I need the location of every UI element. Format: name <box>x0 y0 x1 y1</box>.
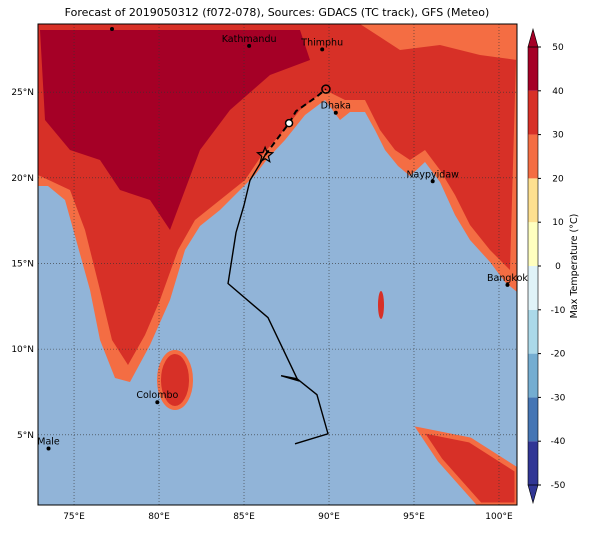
map-area <box>38 24 517 505</box>
city-label: Thimphu <box>300 37 343 48</box>
land-hottest <box>40 30 310 230</box>
colorbar-tick-label: 0 <box>555 262 561 272</box>
colorbar-band <box>528 353 538 398</box>
lon-tick-label: 75°E <box>63 512 85 522</box>
malay-peninsula <box>414 426 517 505</box>
lon-tick-label: 85°E <box>233 512 255 522</box>
city-label: Bangkok <box>487 273 528 284</box>
lat-tick-label: 5°N <box>17 431 34 441</box>
city-label: Colombo <box>136 390 178 401</box>
city-dot <box>155 400 160 405</box>
lon-tick-label: 90°E <box>318 512 340 522</box>
colorbar-tick-label: -30 <box>551 393 566 403</box>
city-dot <box>505 282 510 287</box>
colorbar-tick-label: -10 <box>551 306 566 316</box>
lat-tick-label: 25°N <box>11 88 34 98</box>
colorbar-tick-label: 50 <box>552 43 564 53</box>
lat-tick-label: 20°N <box>11 174 34 184</box>
colorbar-band <box>528 266 538 310</box>
colorbar-band <box>528 90 538 135</box>
title: Forecast of 2019050312 (f072-078), Sourc… <box>65 6 490 19</box>
lon-tick-label: 95°E <box>403 512 425 522</box>
sri-lanka <box>157 350 193 410</box>
colorbar-tick-label: -40 <box>551 437 566 447</box>
colorbar-tick-label: 30 <box>552 131 564 141</box>
colorbar-tick-label: -20 <box>551 350 566 360</box>
city-dot <box>333 110 338 115</box>
andaman-islands <box>378 291 384 319</box>
colorbar-extend-high <box>527 27 539 48</box>
forecast-point <box>321 84 331 94</box>
city-label: Male <box>37 436 60 447</box>
map-frame <box>37 23 518 506</box>
lon-tick-label: 100°E <box>485 512 513 522</box>
colorbar-band <box>528 441 538 485</box>
city-dot <box>110 27 114 31</box>
city-dot <box>430 179 435 184</box>
city-label: Dhaka <box>321 101 351 112</box>
land-mild <box>360 24 517 60</box>
colorbar-band <box>528 178 538 223</box>
lat-tick-label: 10°N <box>11 345 34 355</box>
colorbar-band <box>528 47 538 91</box>
city-dot <box>247 43 252 48</box>
track-observed <box>227 154 329 445</box>
forecast-point <box>284 118 294 128</box>
colorbar-tick-label: 10 <box>552 218 564 228</box>
colorbar-band <box>528 222 538 266</box>
city-dot <box>320 47 325 52</box>
colorbar-band <box>528 309 538 354</box>
colorbar-band <box>528 397 538 442</box>
colorbar-band <box>528 134 538 179</box>
colorbar-label: Max Temperature (°C) <box>569 214 580 319</box>
lat-tick-label: 15°N <box>11 259 34 269</box>
city-label: Naypyidaw <box>406 169 459 180</box>
storm-position <box>255 145 275 163</box>
colorbar-tick-label: 40 <box>552 87 564 97</box>
colorbar-extend-low <box>527 484 539 505</box>
colorbar-tick-label: 20 <box>552 174 564 184</box>
city-dot <box>46 446 51 451</box>
city-label: Kathmandu <box>222 34 277 45</box>
colorbar-tick-label: -50 <box>551 481 566 491</box>
lon-tick-label: 80°E <box>148 512 170 522</box>
track-forecast <box>264 88 327 156</box>
